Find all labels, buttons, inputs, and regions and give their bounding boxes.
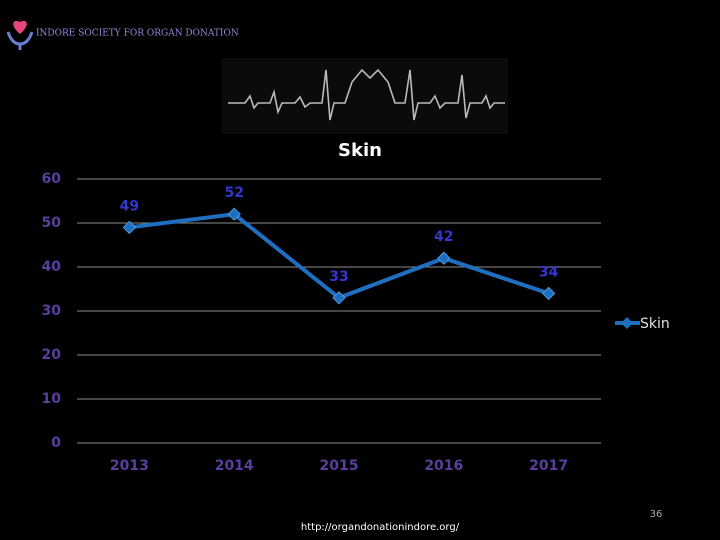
y-tick-label: 30 <box>42 303 62 319</box>
heartbeat-banner <box>222 58 508 134</box>
x-tick-label: 2013 <box>110 458 149 474</box>
marker <box>227 207 241 221</box>
marker <box>541 286 556 301</box>
y-tick-label: 10 <box>42 391 62 407</box>
y-tick-label: 60 <box>42 171 62 187</box>
x-tick-label: 2014 <box>215 458 254 474</box>
x-tick-label: 2016 <box>424 458 463 474</box>
y-tick-label: 50 <box>42 215 62 231</box>
chart-title: Skin <box>338 140 382 161</box>
x-tick-label: 2015 <box>320 458 359 474</box>
x-tick-label: 2017 <box>529 458 568 474</box>
marker <box>122 220 137 235</box>
data-label: 33 <box>329 269 348 285</box>
logo <box>6 20 34 50</box>
marker <box>332 291 346 305</box>
legend-marker <box>621 317 633 329</box>
page-number: 36 <box>650 509 663 520</box>
y-tick-label: 0 <box>51 435 61 451</box>
data-label: 52 <box>224 185 243 201</box>
legend-label: Skin <box>640 316 670 332</box>
footer-url: http://organdonationindore.org/ <box>301 522 460 533</box>
data-label: 49 <box>120 198 139 214</box>
marker <box>437 251 451 265</box>
data-label: 42 <box>434 229 453 245</box>
org-name: INDORE SOCIETY FOR ORGAN DONATION <box>36 29 239 39</box>
y-tick-label: 20 <box>42 347 62 363</box>
y-tick-label: 40 <box>42 259 62 275</box>
data-label: 34 <box>539 264 559 280</box>
